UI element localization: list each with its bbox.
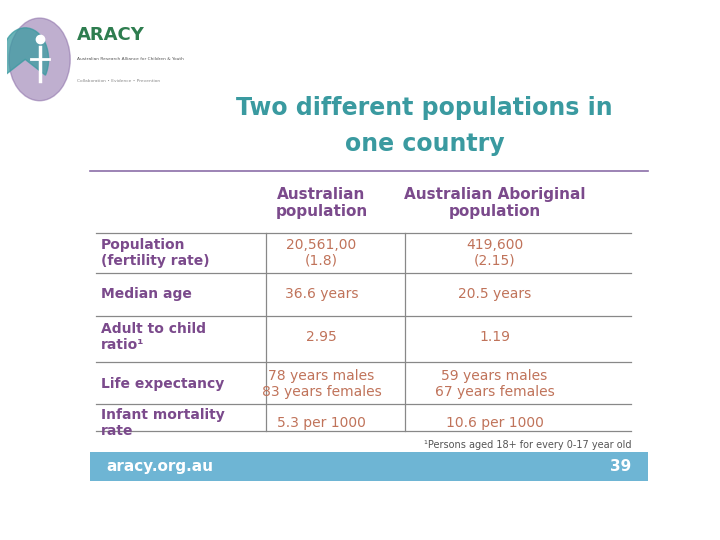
FancyBboxPatch shape [90, 453, 648, 481]
Text: 59 years males
67 years females: 59 years males 67 years females [435, 369, 554, 399]
Text: Collaboration • Evidence • Prevention: Collaboration • Evidence • Prevention [78, 79, 161, 83]
Text: aracy.org.au: aracy.org.au [107, 459, 214, 474]
Text: 1.19: 1.19 [479, 330, 510, 344]
Text: Median age: Median age [101, 287, 192, 301]
Text: 39: 39 [610, 459, 631, 474]
Text: 10.6 per 1000: 10.6 per 1000 [446, 416, 544, 430]
Text: Australian Research Alliance for Children & Youth: Australian Research Alliance for Childre… [78, 57, 184, 62]
Text: Population
(fertility rate): Population (fertility rate) [101, 238, 210, 268]
Text: 2.95: 2.95 [306, 330, 337, 344]
Text: 20.5 years: 20.5 years [458, 287, 531, 301]
Text: 5.3 per 1000: 5.3 per 1000 [277, 416, 366, 430]
Circle shape [9, 18, 71, 100]
Text: one country: one country [345, 132, 505, 156]
Text: Australian
population: Australian population [276, 187, 368, 219]
Text: Adult to child
ratio¹: Adult to child ratio¹ [101, 322, 206, 352]
Text: 36.6 years: 36.6 years [285, 287, 359, 301]
Text: Life expectancy: Life expectancy [101, 377, 225, 391]
Text: Infant mortality
rate: Infant mortality rate [101, 408, 225, 438]
Text: Two different populations in: Two different populations in [236, 97, 613, 120]
Text: ARACY: ARACY [78, 26, 145, 44]
Text: Australian Aboriginal
population: Australian Aboriginal population [404, 187, 585, 219]
Text: ¹Persons aged 18+ for every 0-17 year old: ¹Persons aged 18+ for every 0-17 year ol… [424, 440, 631, 450]
Text: 20,561,00
(1.8): 20,561,00 (1.8) [287, 238, 356, 268]
Text: 419,600
(2.15): 419,600 (2.15) [466, 238, 523, 268]
Wedge shape [1, 28, 49, 75]
Text: 78 years males
83 years females: 78 years males 83 years females [261, 369, 382, 399]
